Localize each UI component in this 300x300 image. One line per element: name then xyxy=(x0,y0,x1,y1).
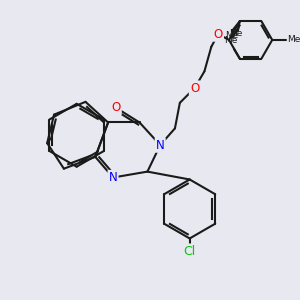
Text: Me: Me xyxy=(225,32,239,40)
Text: Me: Me xyxy=(287,35,300,44)
Text: O: O xyxy=(214,28,223,40)
Text: Me: Me xyxy=(224,37,238,46)
Text: O: O xyxy=(190,82,199,94)
Text: O: O xyxy=(111,101,121,114)
Text: N: N xyxy=(109,171,117,184)
Text: Cl: Cl xyxy=(184,245,196,258)
Text: N: N xyxy=(156,139,165,152)
Text: Me: Me xyxy=(229,29,243,38)
